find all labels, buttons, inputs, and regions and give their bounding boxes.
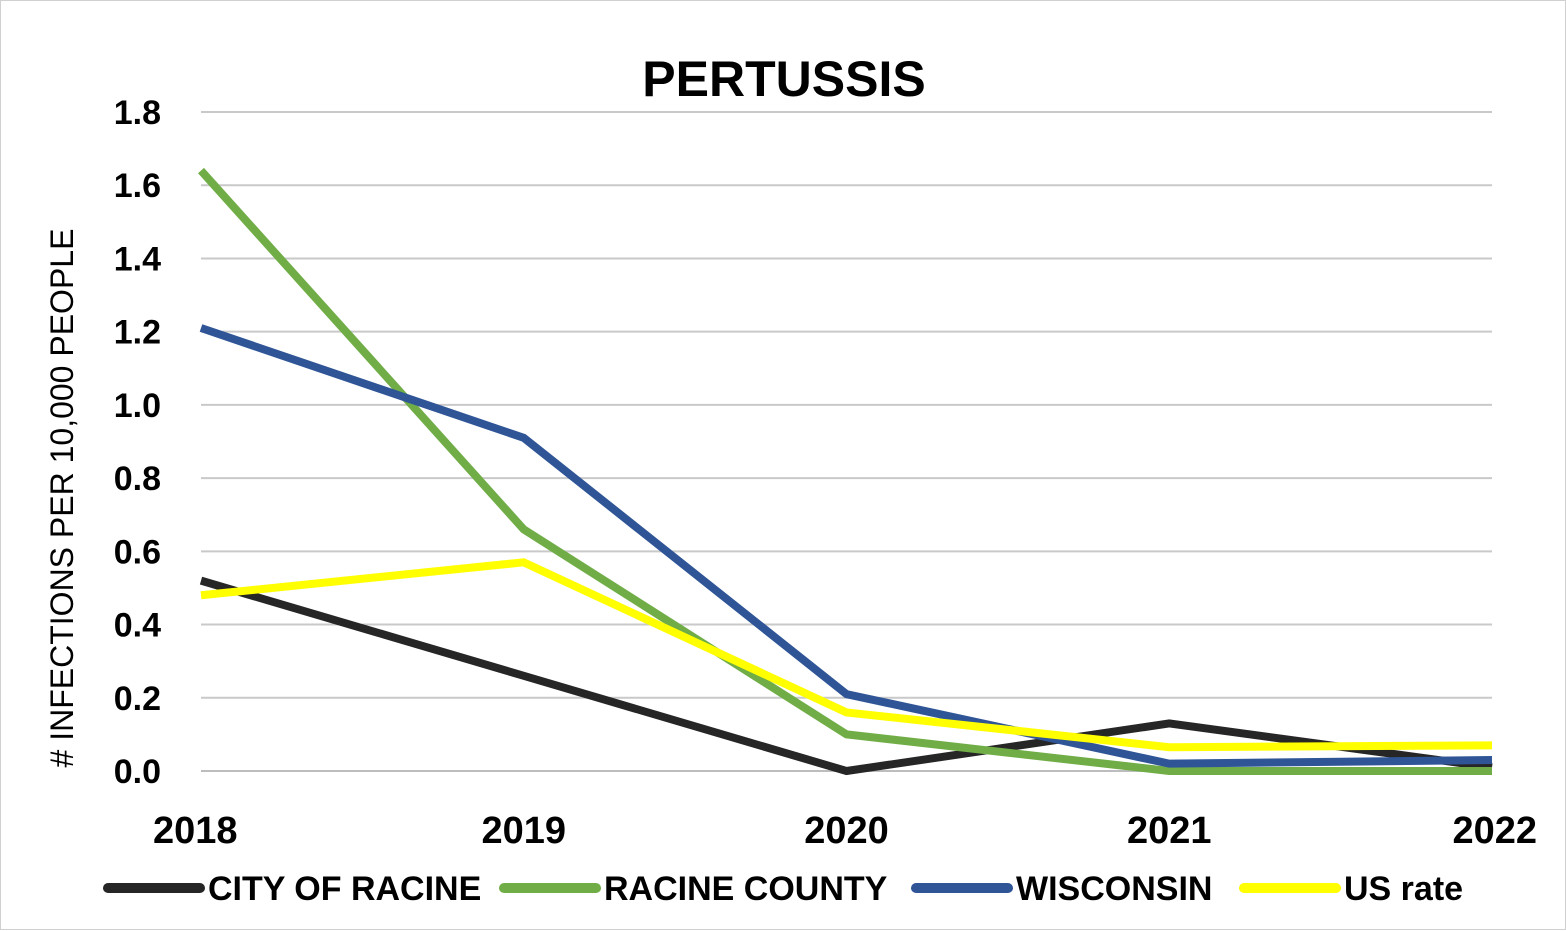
- series-line-us-rate: [200, 558, 1493, 752]
- legend-label: RACINE COUNTY: [604, 870, 888, 908]
- y-tick-label: 1.8: [114, 94, 161, 132]
- y-axis-label: # INFECTIONS PER 10,000 PEOPLE: [44, 229, 80, 768]
- y-tick-label: 0.8: [114, 460, 161, 498]
- x-tick-label: 2022: [1452, 810, 1537, 852]
- y-tick-label: 1.2: [114, 314, 161, 352]
- x-tick-label: 2018: [153, 810, 238, 852]
- legend: CITY OF RACINE RACINE COUNTY WISCONSIN US r…: [103, 870, 1463, 908]
- y-tick-label: 0.6: [114, 533, 161, 571]
- legend-label: WISCONSIN: [1016, 870, 1212, 908]
- y-tick-label: 0.2: [114, 680, 161, 718]
- gridlines: [201, 111, 1492, 772]
- y-tick-label: 1.6: [114, 167, 161, 205]
- y-tick-label: 1.0: [114, 387, 161, 425]
- y-tick-label: 1.4: [114, 240, 161, 278]
- y-tick-label: 0.4: [114, 607, 161, 645]
- legend-label: US rate: [1344, 870, 1463, 908]
- x-tick-label: 2021: [1127, 810, 1212, 852]
- series-lines: [198, 167, 1493, 776]
- chart-title: PERTUSSIS: [642, 51, 925, 107]
- series-line-city-of-racine: [199, 576, 1493, 776]
- series-line-wisconsin: [199, 324, 1493, 768]
- x-tick-labels: 2018 2019 2020 2021 2022: [153, 810, 1537, 852]
- y-tick-labels: 0.0 0.2 0.4 0.6 0.8 1.0 1.2 1.4 1.6 1.8: [114, 94, 161, 791]
- x-tick-label: 2019: [481, 810, 566, 852]
- x-tick-label: 2020: [804, 810, 889, 852]
- series-line-racine-county: [198, 167, 1492, 775]
- y-tick-label: 0.0: [114, 753, 161, 791]
- legend-label: CITY OF RACINE: [208, 870, 481, 908]
